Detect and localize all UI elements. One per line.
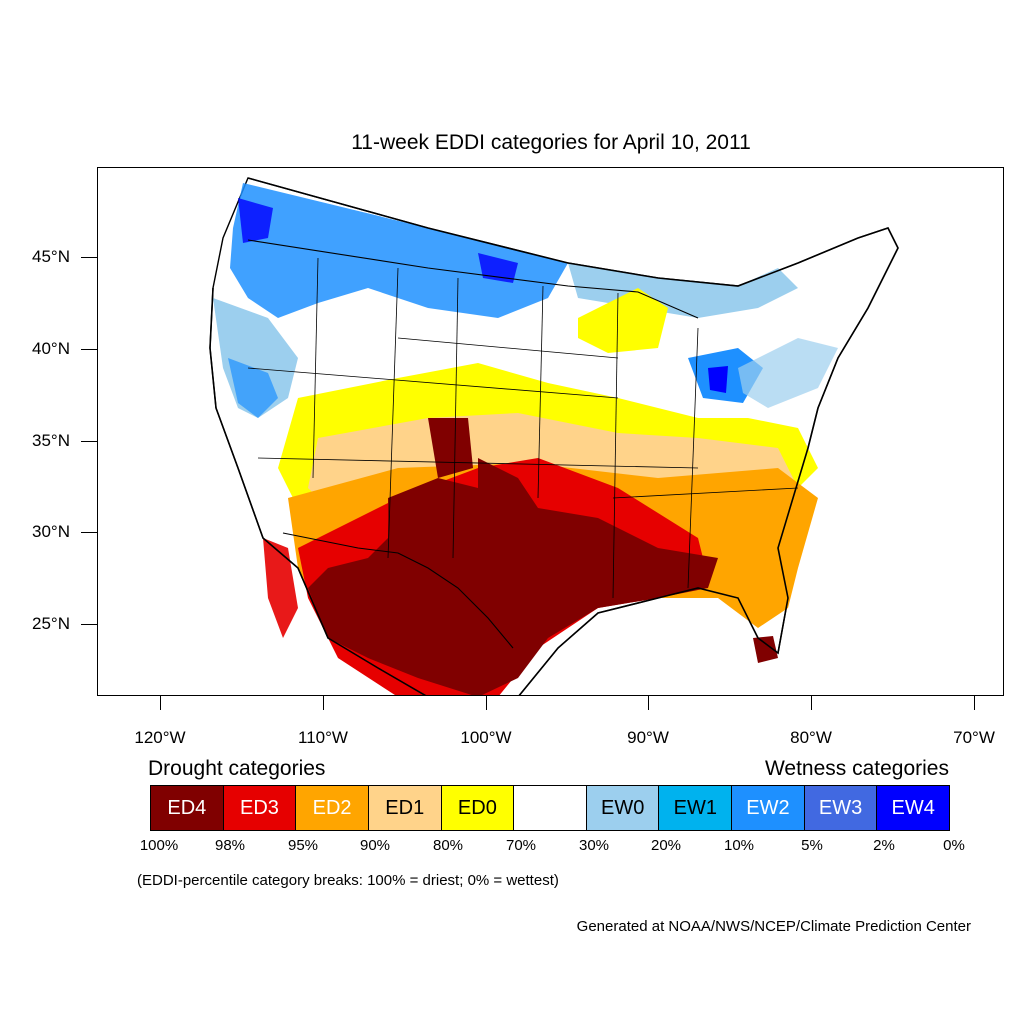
lat-label-30: 30°N — [32, 522, 70, 541]
dry-region-ed3-baja — [263, 538, 298, 638]
break-label-100: 100% — [139, 837, 179, 854]
lat-tick-25 — [81, 624, 97, 625]
dry-region-ed0-greatlakes — [578, 288, 668, 353]
lat-tick-45 — [81, 257, 97, 258]
wet-region-ew4-mi — [708, 366, 728, 393]
legend-label-ew0: EW0 — [600, 796, 645, 819]
us-canada-border — [247, 239, 699, 319]
lon-label-110: 110°W — [298, 728, 348, 747]
break-label-30: 30% — [578, 837, 610, 854]
lat-tick-35 — [81, 441, 97, 442]
lon-tick-80 — [811, 696, 812, 710]
legend-label-ew1: EW1 — [673, 796, 717, 819]
legend-box-ed1: ED1 — [368, 786, 442, 830]
legend-label-ed3: ED3 — [240, 796, 279, 819]
lon-tick-90 — [648, 696, 649, 710]
legend-label-ed2: ED2 — [312, 796, 352, 819]
map-title: 11-week EDDI categories for April 10, 20… — [351, 131, 751, 154]
wet-region-ew4-nw — [238, 198, 273, 243]
wet-region-ew2-west — [228, 358, 278, 418]
lat-tick-40 — [81, 349, 97, 350]
lat-label-25: 25°N — [32, 614, 70, 633]
break-label-5: 5% — [801, 837, 823, 854]
legend-box-ed2: ED2 — [296, 786, 369, 830]
legend-label-ew2: EW2 — [746, 796, 790, 819]
legend-box-ew4: EW4 — [877, 786, 950, 830]
legend-box-ew2: EW2 — [732, 786, 805, 830]
legend-label-ed1: ED1 — [385, 796, 425, 819]
break-label-70: 70% — [505, 837, 537, 854]
break-label-0: 0% — [943, 837, 965, 854]
us-mexico-border — [282, 532, 514, 649]
legend-label-ed4: ED4 — [167, 796, 207, 819]
wet-region-ew1 — [230, 183, 568, 318]
lat-label-40: 40°N — [32, 339, 70, 358]
break-label-20: 20% — [650, 837, 682, 854]
lat-label-35: 35°N — [32, 431, 70, 450]
lon-label-100: 100°W — [460, 728, 512, 747]
wet-region-ew0-west — [213, 298, 298, 418]
drought-heading: Drought categories — [148, 757, 326, 780]
legend-box-ew3: EW3 — [804, 786, 878, 830]
break-label-2: 2% — [873, 837, 895, 854]
dry-region-ed4-fl — [753, 636, 778, 663]
lon-label-120: 120°W — [134, 728, 186, 747]
map-panel — [97, 167, 1004, 696]
legend-label-ew3: EW3 — [818, 796, 863, 819]
wetness-heading: Wetness categories — [764, 757, 949, 780]
break-label-98: 98% — [214, 837, 246, 854]
dry-region-ed4 — [308, 458, 718, 695]
legend-box-ed4: ED4 — [151, 786, 224, 830]
lat-tick-30 — [81, 532, 97, 533]
state-lines — [247, 257, 799, 599]
category-break-note: (EDDI-percentile category breaks: 100% =… — [137, 872, 559, 889]
break-label-90: 90% — [359, 837, 391, 854]
legend-box-ed3: ED3 — [223, 786, 297, 830]
legend-box-ew1: EW1 — [659, 786, 733, 830]
lon-tick-110 — [323, 696, 324, 710]
lon-label-90: 90°W — [627, 728, 669, 747]
lon-label-80: 80°W — [790, 728, 832, 747]
lon-tick-120 — [160, 696, 161, 710]
eddi-map — [209, 177, 899, 695]
legend-box-ew0: EW0 — [586, 786, 660, 830]
lon-label-70: 70°W — [953, 728, 995, 747]
legend-label-ed0: ED0 — [457, 796, 497, 819]
wet-region-ew0-east — [738, 338, 838, 408]
legend-colorbar: ED4 ED3 ED2 ED1 ED0 EW0 EW1 EW2 EW3 EW4 — [150, 785, 950, 831]
legend-label-ew4: EW4 — [891, 796, 935, 819]
lat-label-45: 45°N — [32, 247, 70, 266]
legend-box-neutral — [514, 786, 587, 830]
lon-tick-70 — [974, 696, 975, 710]
legend-box-ed0: ED0 — [441, 786, 515, 830]
credit-line: Generated at NOAA/NWS/NCEP/Climate Predi… — [576, 918, 971, 935]
break-label-10: 10% — [723, 837, 755, 854]
lon-tick-100 — [486, 696, 487, 710]
coastline — [209, 177, 899, 695]
break-label-80: 80% — [432, 837, 464, 854]
break-label-95: 95% — [287, 837, 319, 854]
